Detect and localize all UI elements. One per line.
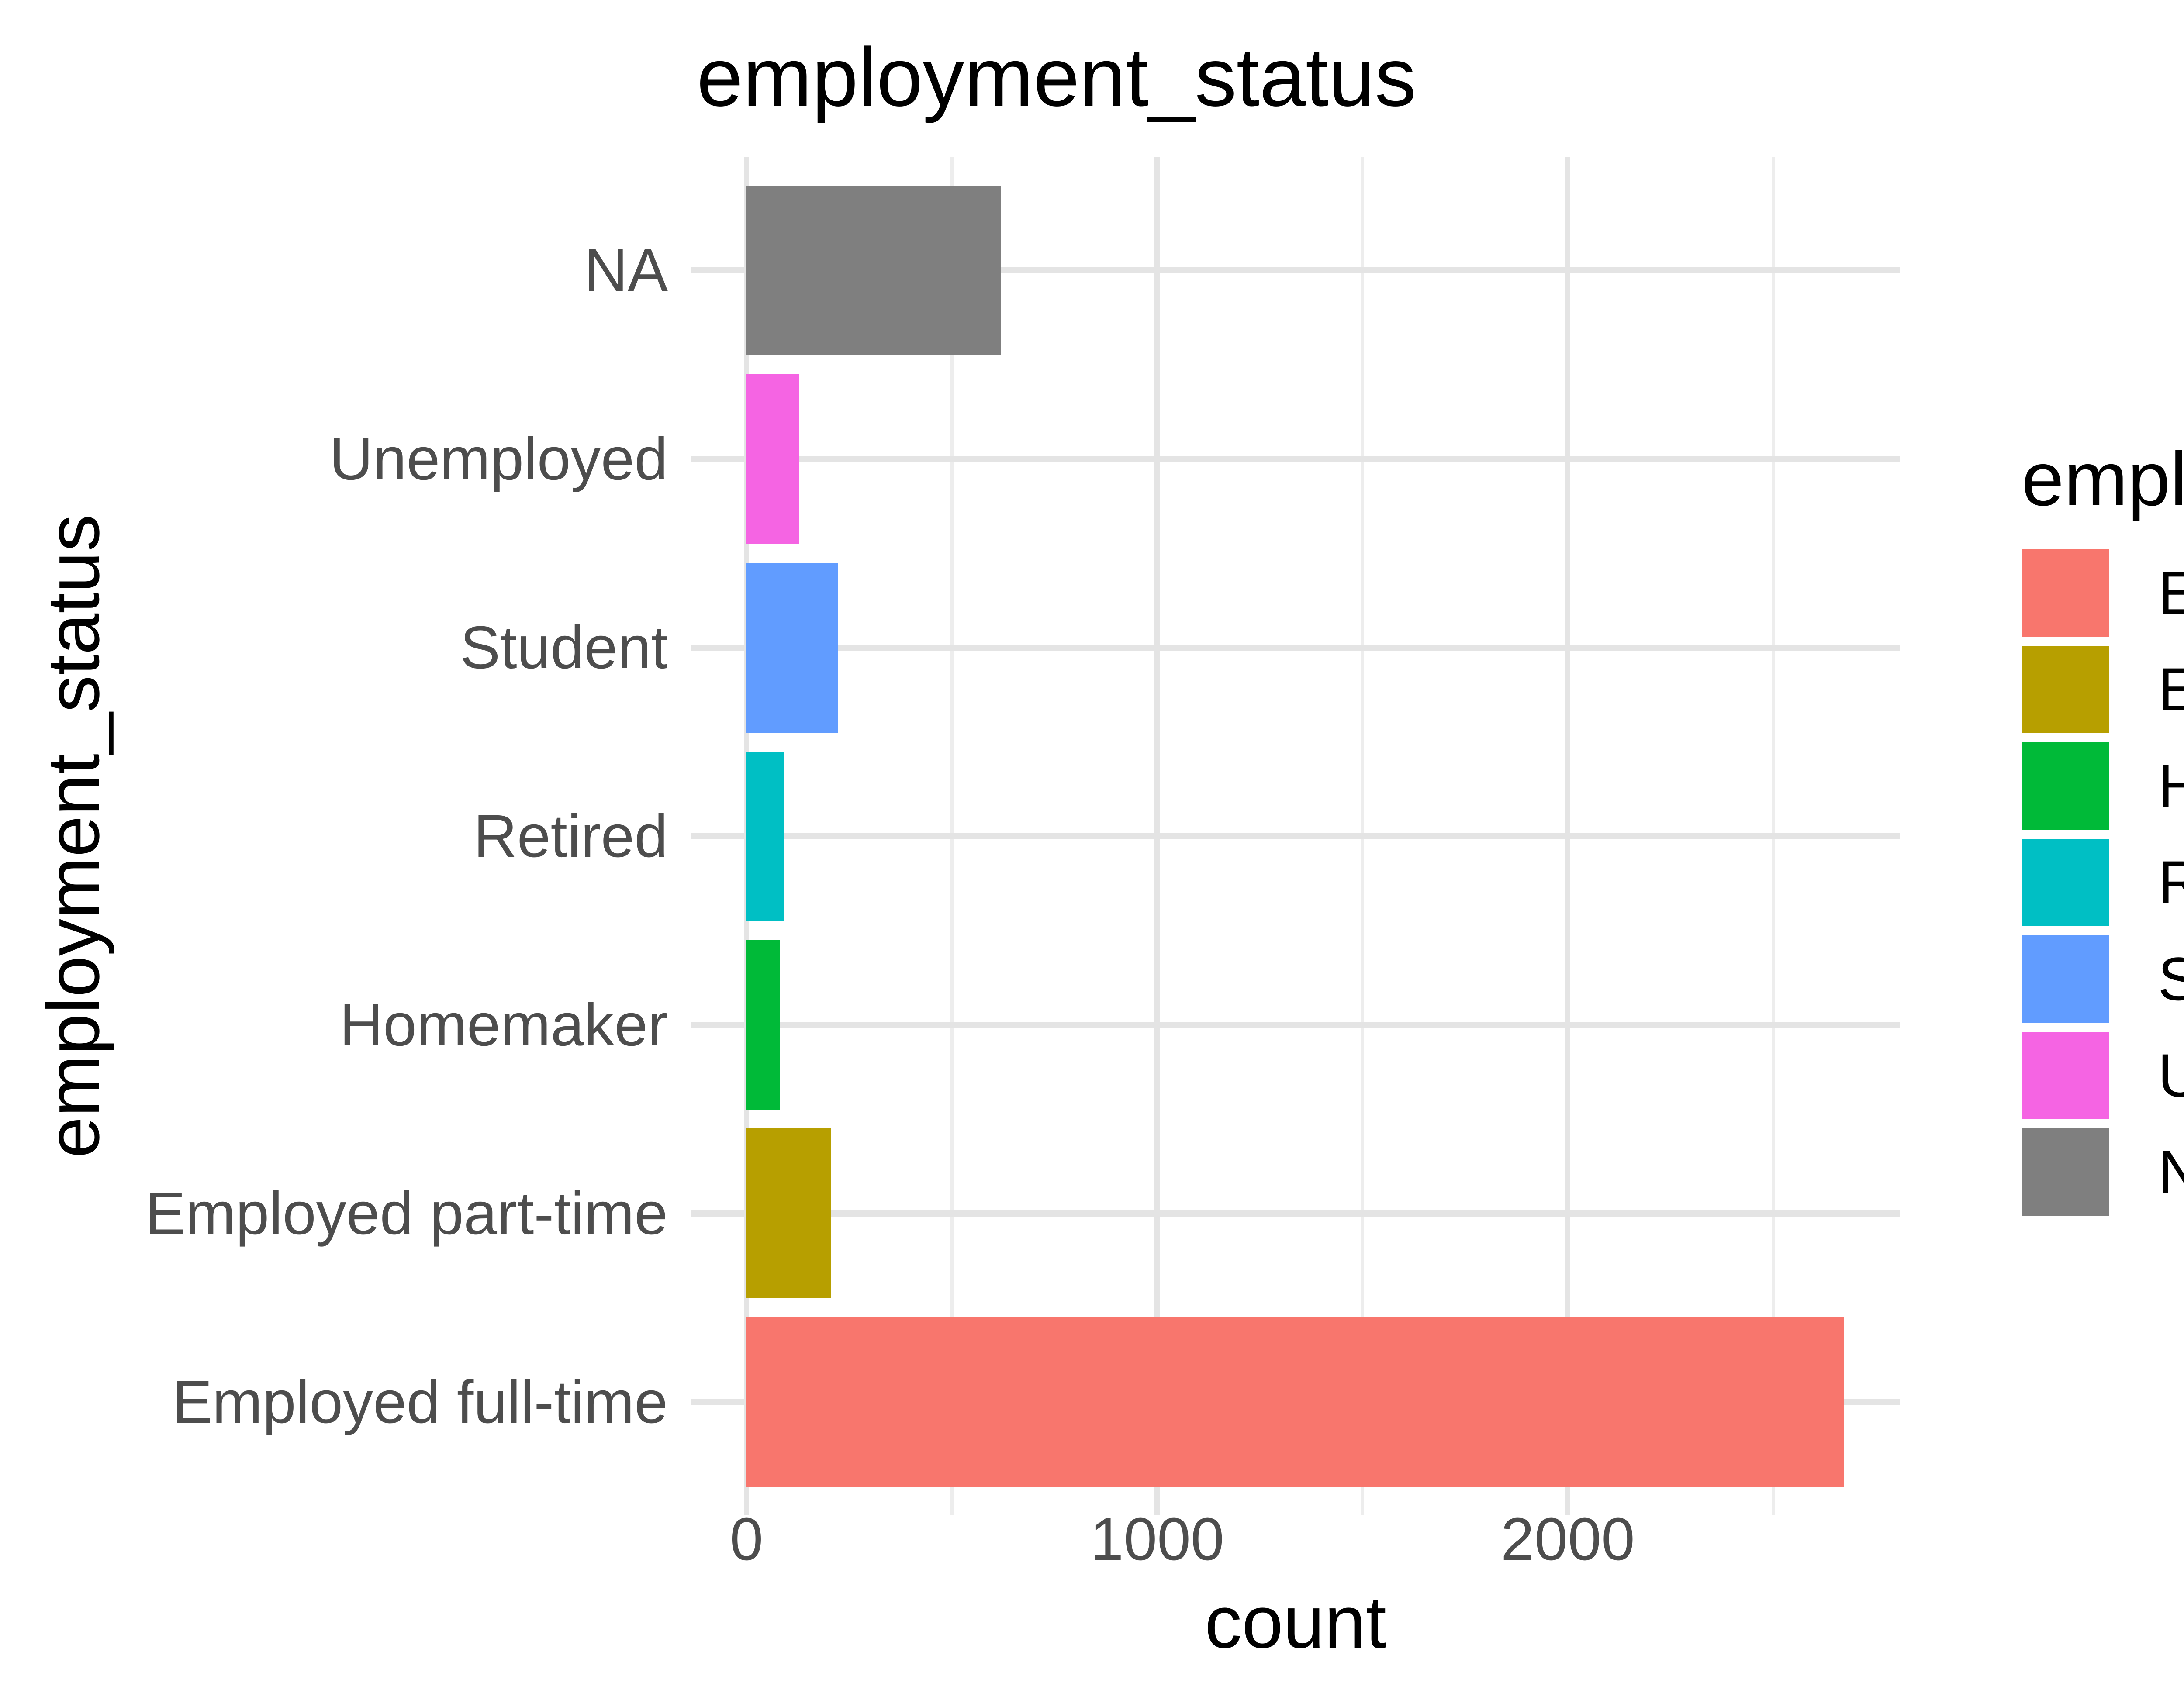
legend-label: Retired	[2158, 848, 2184, 917]
x-tick-label: 0	[729, 1506, 764, 1573]
legend-label: Employed full-time	[2158, 559, 2184, 627]
legend-key-swatch	[2022, 1032, 2109, 1119]
legend-label: Employed part-time	[2158, 655, 2184, 724]
x-axis-title: count	[1205, 1581, 1386, 1664]
x-tick-label: 2000	[1500, 1506, 1635, 1573]
legend-item: Homemaker	[2022, 742, 2184, 830]
legend-item: Unemployed	[2022, 1032, 2184, 1119]
legend-item: Employed full-time	[2022, 549, 2184, 637]
legend-label: Unemployed	[2158, 1041, 2184, 1110]
legend-item: Employed part-time	[2022, 646, 2184, 733]
legend-label: NA	[2158, 1138, 2184, 1206]
plot-panel	[691, 157, 1900, 1515]
bar-homemaker	[746, 940, 780, 1110]
legend-key-swatch	[2022, 839, 2109, 926]
legend-key-swatch	[2022, 646, 2109, 733]
bar-employed-full-time	[746, 1317, 1844, 1487]
legend-key-swatch	[2022, 1128, 2109, 1216]
y-tick-label: Employed part-time	[145, 1179, 668, 1247]
h-gridline	[691, 833, 1900, 839]
legend-key-swatch	[2022, 935, 2109, 1023]
y-tick-label: Employed full-time	[172, 1368, 668, 1436]
legend-item: Student	[2022, 935, 2184, 1023]
y-axis-title: employment_status	[32, 514, 115, 1159]
legend-items: Employed full-time Employed part-time Home…	[2022, 549, 2184, 1216]
bar-unemployed	[746, 374, 799, 544]
legend-label: Homemaker	[2158, 752, 2184, 820]
y-tick-label: NA	[584, 237, 668, 304]
legend-item: Retired	[2022, 839, 2184, 926]
y-tick-label: Student	[460, 614, 668, 682]
bar-employed-part-time	[746, 1128, 831, 1299]
y-axis-tick-labels: NA Unemployed Student Retired Homemaker Emplo…	[0, 0, 668, 1700]
x-tick-label: 1000	[1090, 1506, 1224, 1573]
bar-retired	[746, 751, 784, 921]
plot-title: employment_status	[697, 31, 1417, 124]
y-tick-label: Retired	[473, 803, 668, 870]
legend-label: Student	[2158, 945, 2184, 1013]
legend-key-swatch	[2022, 742, 2109, 830]
y-tick-label: Homemaker	[339, 991, 668, 1059]
h-gridline	[691, 1021, 1900, 1028]
bar-na	[746, 185, 1001, 355]
legend-title: employment_status	[2022, 437, 2184, 522]
legend-item: NA	[2022, 1128, 2184, 1216]
h-gridline	[691, 456, 1900, 462]
legend-key-swatch	[2022, 549, 2109, 637]
h-gridline	[691, 645, 1900, 651]
h-gridline	[691, 1210, 1900, 1217]
bar-student	[746, 562, 838, 733]
y-tick-label: Unemployed	[329, 425, 668, 493]
legend: employment_status Employed full-timeEmpl…	[2022, 437, 2184, 1216]
